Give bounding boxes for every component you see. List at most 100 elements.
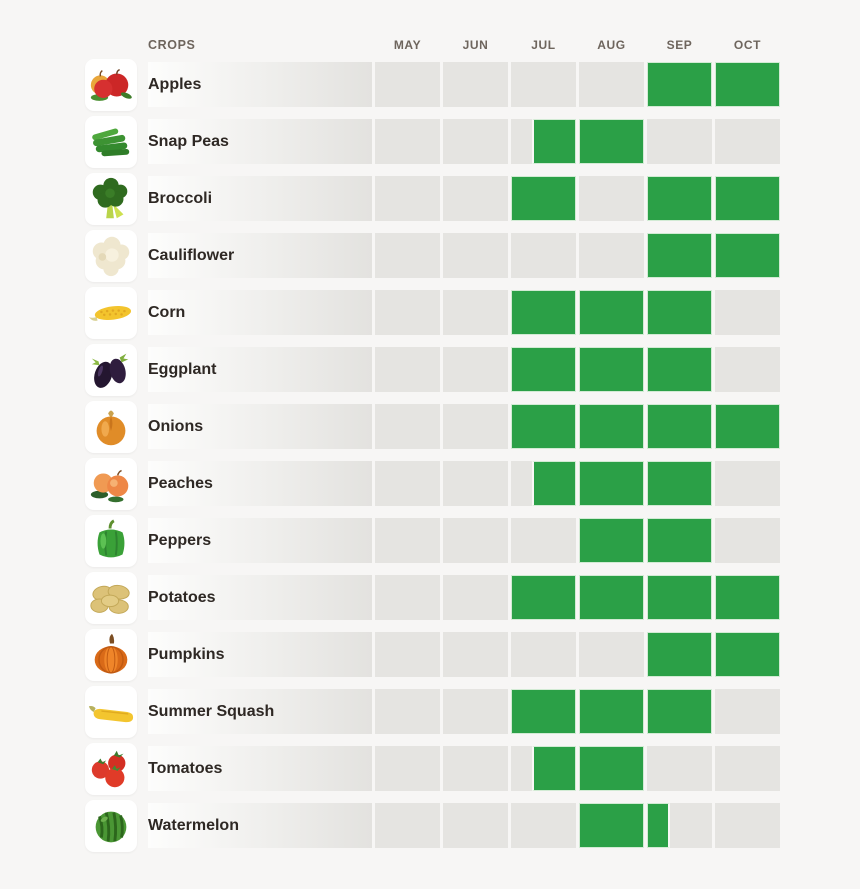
crop-photo-cell [80, 514, 148, 567]
cell-onions-aug [579, 404, 644, 449]
cell-apples-aug [579, 62, 644, 107]
onions-icon [85, 400, 137, 453]
crops-header-label: CROPS [148, 38, 196, 52]
cell-potatoes-jun [443, 575, 508, 620]
crop-label: Peaches [148, 461, 372, 506]
snap-peas-icon [85, 115, 137, 168]
cell-watermelon-oct [715, 803, 780, 848]
cell-tomatoes-sep [647, 746, 712, 791]
crop-label: Summer Squash [148, 689, 372, 734]
cell-watermelon-jul [511, 803, 576, 848]
crop-row-onions: Onions [80, 400, 780, 453]
cell-peppers-jul [511, 518, 576, 563]
cell-pumpkins-aug [579, 632, 644, 677]
crop-photo-cell [80, 58, 148, 111]
cell-snap-peas-may [375, 119, 440, 164]
cell-onions-may [375, 404, 440, 449]
cell-tomatoes-jun [443, 746, 508, 791]
partial-season-fill [532, 461, 576, 506]
month-header-jul: JUL [531, 38, 556, 52]
crop-photo-cell [80, 400, 148, 453]
cell-cauliflower-aug [579, 233, 644, 278]
month-cells [375, 404, 780, 449]
partial-season-fill [532, 746, 576, 791]
cell-pumpkins-may [375, 632, 440, 677]
cell-broccoli-jun [443, 176, 508, 221]
crop-row-corn: Corn [80, 286, 780, 339]
cell-peppers-jun [443, 518, 508, 563]
cell-potatoes-oct [715, 575, 780, 620]
crop-label: Onions [148, 404, 372, 449]
month-cells [375, 290, 780, 335]
month-header-aug: AUG [597, 38, 626, 52]
month-headers: MAY JUN JUL AUG SEP OCT [375, 28, 780, 62]
cell-pumpkins-sep [647, 632, 712, 677]
cell-broccoli-oct [715, 176, 780, 221]
cell-snap-peas-sep [647, 119, 712, 164]
cell-watermelon-may [375, 803, 440, 848]
crop-row-watermelon: Watermelon [80, 799, 780, 852]
month-cells [375, 746, 780, 791]
cell-broccoli-may [375, 176, 440, 221]
month-cells [375, 632, 780, 677]
cell-peppers-sep [647, 518, 712, 563]
month-cells [375, 347, 780, 392]
cell-summer-squash-jun [443, 689, 508, 734]
crop-photo-cell [80, 571, 148, 624]
tomatoes-icon [85, 742, 137, 795]
cell-tomatoes-may [375, 746, 440, 791]
eggplant-icon [85, 343, 137, 396]
cell-tomatoes-oct [715, 746, 780, 791]
cell-potatoes-jul [511, 575, 576, 620]
cell-peaches-jun [443, 461, 508, 506]
cell-onions-jun [443, 404, 508, 449]
icon-column-spacer [80, 28, 148, 62]
cell-corn-may [375, 290, 440, 335]
cell-onions-oct [715, 404, 780, 449]
cell-peaches-may [375, 461, 440, 506]
cell-pumpkins-jun [443, 632, 508, 677]
cell-cauliflower-sep [647, 233, 712, 278]
month-header-sep: SEP [666, 38, 693, 52]
month-cells [375, 461, 780, 506]
cell-potatoes-aug [579, 575, 644, 620]
month-cells [375, 518, 780, 563]
month-cells [375, 119, 780, 164]
peppers-icon [85, 514, 137, 567]
cell-eggplant-sep [647, 347, 712, 392]
cell-snap-peas-oct [715, 119, 780, 164]
cell-cauliflower-jul [511, 233, 576, 278]
cell-corn-oct [715, 290, 780, 335]
cell-apples-jun [443, 62, 508, 107]
cell-cauliflower-may [375, 233, 440, 278]
crop-label: Eggplant [148, 347, 372, 392]
month-cells [375, 62, 780, 107]
month-cells [375, 575, 780, 620]
cell-apples-may [375, 62, 440, 107]
cell-summer-squash-sep [647, 689, 712, 734]
crop-photo-cell [80, 343, 148, 396]
cell-tomatoes-aug [579, 746, 644, 791]
cell-broccoli-sep [647, 176, 712, 221]
crop-row-tomatoes: Tomatoes [80, 742, 780, 795]
summer-squash-icon [85, 685, 137, 738]
crops-header-cell: CROPS [148, 28, 372, 62]
crop-label: Potatoes [148, 575, 372, 620]
cell-eggplant-may [375, 347, 440, 392]
cell-peaches-aug [579, 461, 644, 506]
month-cells [375, 233, 780, 278]
crop-label: Corn [148, 290, 372, 335]
crop-photo-cell [80, 115, 148, 168]
crop-label: Tomatoes [148, 746, 372, 791]
crop-label: Pumpkins [148, 632, 372, 677]
crop-row-peppers: Peppers [80, 514, 780, 567]
cell-snap-peas-jun [443, 119, 508, 164]
month-cells [375, 176, 780, 221]
cell-apples-jul [511, 62, 576, 107]
cell-snap-peas-aug [579, 119, 644, 164]
month-cells [375, 803, 780, 848]
month-header-oct: OCT [733, 38, 762, 52]
crop-photo-cell [80, 628, 148, 681]
crop-row-snap-peas: Snap Peas [80, 115, 780, 168]
cell-corn-jul [511, 290, 576, 335]
